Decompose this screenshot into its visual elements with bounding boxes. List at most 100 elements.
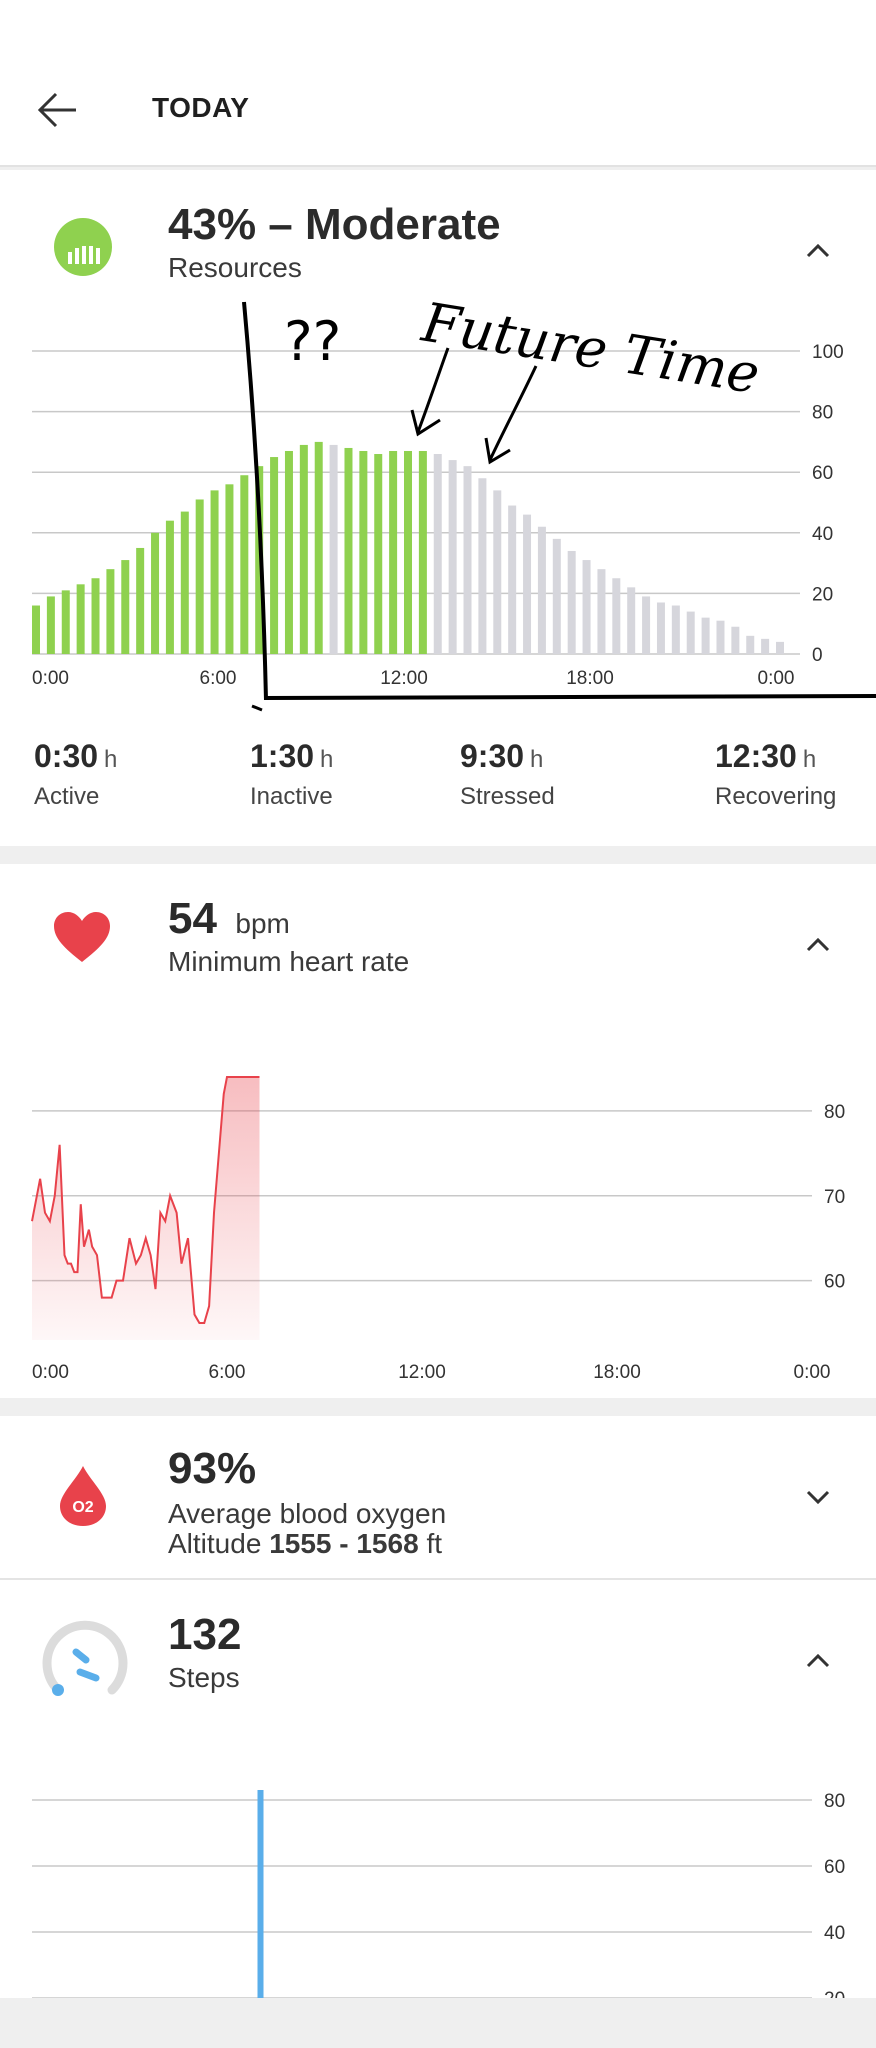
stat-inactive-label: Inactive bbox=[250, 783, 333, 810]
resource-bar bbox=[656, 602, 665, 654]
y-tick-label: 40 bbox=[812, 524, 833, 545]
altitude-row: Altitude 1555 - 1568 ft bbox=[168, 1528, 442, 1560]
resource-bar bbox=[761, 638, 770, 654]
y-tick-label: 70 bbox=[824, 1187, 845, 1208]
resource-bar bbox=[597, 569, 606, 654]
x-tick-label: 12:00 bbox=[398, 1362, 446, 1383]
steps-gauge-icon bbox=[40, 1614, 130, 1709]
resource-bar bbox=[493, 490, 502, 654]
y-tick-label: 60 bbox=[812, 463, 833, 484]
stat-inactive: 1:30 h Inactive bbox=[250, 738, 333, 811]
stat-recovering: 12:30 h Recovering bbox=[715, 738, 836, 811]
resource-bar bbox=[627, 587, 636, 654]
altitude-unit: ft bbox=[426, 1528, 442, 1559]
stat-stressed-unit: h bbox=[530, 746, 544, 773]
heart-rate-value-row: 54 bpm bbox=[168, 894, 290, 944]
resource-bar bbox=[582, 560, 591, 654]
annotation-future-time: Future Time bbox=[417, 290, 764, 406]
stat-active-value: 0:30 bbox=[34, 738, 99, 774]
y-tick-label: 40 bbox=[824, 1923, 845, 1944]
heart-rate-chart: 80 70 60 0:00 6:00 12:00 18:00 0:00 bbox=[31, 1075, 845, 1383]
heart-rate-unit: bpm bbox=[235, 908, 290, 939]
stat-active-unit: h bbox=[104, 746, 118, 773]
resource-bar bbox=[701, 617, 710, 654]
stat-inactive-value: 1:30 bbox=[250, 738, 315, 774]
steps-label: Steps bbox=[168, 1662, 240, 1693]
stat-stressed-value: 9:30 bbox=[460, 738, 525, 774]
resources-value: 43% – Moderate bbox=[168, 200, 501, 249]
resource-bar bbox=[404, 450, 412, 654]
resource-bar bbox=[418, 450, 427, 654]
x-tick-label: 0:00 bbox=[32, 1362, 69, 1383]
stat-recovering-label: Recovering bbox=[715, 783, 837, 810]
collapse-chevron-up-icon[interactable] bbox=[798, 924, 838, 964]
resource-bar bbox=[76, 584, 85, 654]
page-title: TODAY bbox=[152, 92, 250, 123]
heart-icon bbox=[54, 912, 110, 969]
heart-rate-card: 54 bpm Minimum heart rate 80 70 60 0:00 6:00… bbox=[0, 864, 876, 1398]
resource-bar bbox=[567, 550, 576, 654]
heart-rate-value: 54 bbox=[168, 894, 217, 943]
stat-inactive-unit: h bbox=[320, 746, 334, 773]
resource-bar bbox=[180, 511, 189, 654]
blood-oxygen-card: O2 93% Average blood oxygen Altitude 155… bbox=[0, 1416, 876, 1580]
handwritten-annotation: ?? Future Time bbox=[242, 290, 876, 712]
resource-bar bbox=[61, 590, 70, 654]
resource-bar bbox=[433, 454, 442, 654]
resource-bar bbox=[46, 596, 55, 654]
resource-bar bbox=[508, 505, 517, 654]
resource-bar bbox=[195, 499, 204, 654]
steps-card: 132 Steps 80 60 40 20 bbox=[0, 1580, 876, 1998]
x-tick-label: 6:00 bbox=[200, 668, 237, 689]
expand-chevron-down-icon[interactable] bbox=[798, 1476, 838, 1516]
resource-bar bbox=[612, 578, 621, 654]
y-tick-label: 80 bbox=[812, 403, 833, 424]
x-tick-label: 18:00 bbox=[593, 1362, 641, 1383]
resource-bar bbox=[225, 484, 234, 654]
top-app-bar: TODAY bbox=[0, 0, 876, 167]
stat-stressed-label: Stressed bbox=[460, 783, 555, 810]
collapse-chevron-up-icon[interactable] bbox=[798, 1640, 838, 1680]
resource-bar bbox=[270, 457, 279, 654]
resource-bar bbox=[210, 490, 219, 654]
x-tick-label: 0:00 bbox=[758, 668, 795, 689]
resource-bar bbox=[136, 547, 145, 654]
resource-bar bbox=[731, 626, 740, 654]
x-tick-label: 18:00 bbox=[566, 668, 614, 689]
stat-recovering-value: 12:30 bbox=[715, 738, 797, 774]
resource-bar bbox=[255, 466, 264, 654]
steps-value: 132 bbox=[168, 1610, 242, 1659]
resource-bar bbox=[344, 447, 353, 654]
resource-bar bbox=[240, 475, 249, 654]
resource-bar bbox=[329, 444, 338, 654]
resources-chart: 100 80 60 40 20 0 0:00 6:00 12:00 18:00 0:00 bbox=[32, 342, 844, 689]
resource-bar bbox=[91, 578, 100, 654]
x-tick-label: 12:00 bbox=[380, 668, 428, 689]
heart-rate-label: Minimum heart rate bbox=[168, 946, 410, 977]
stat-stressed: 9:30 h Stressed bbox=[460, 738, 555, 811]
resource-bar bbox=[537, 526, 546, 654]
resource-bar bbox=[299, 444, 308, 654]
resource-bar bbox=[32, 605, 40, 654]
y-tick-label: 0 bbox=[812, 645, 823, 666]
oxygen-label: Average blood oxygen bbox=[168, 1498, 447, 1529]
resource-bar bbox=[165, 520, 174, 654]
annotation-question-marks: ?? bbox=[284, 310, 341, 373]
heart-rate-line bbox=[31, 1075, 260, 1325]
back-arrow-icon[interactable] bbox=[36, 88, 80, 132]
stat-recovering-unit: h bbox=[802, 746, 817, 773]
divider bbox=[0, 1578, 876, 1580]
resource-bar bbox=[463, 466, 472, 654]
resource-bar bbox=[523, 514, 532, 654]
resources-card: 43% – Moderate Resources 100 80 60 40 20 0 0:0… bbox=[0, 170, 876, 846]
resource-bar bbox=[151, 532, 160, 654]
resource-bar bbox=[686, 611, 695, 654]
resource-bar bbox=[121, 560, 130, 654]
x-tick-label: 0:00 bbox=[32, 668, 69, 689]
y-tick-label: 100 bbox=[812, 342, 844, 363]
y-tick-label: 20 bbox=[824, 1989, 845, 1998]
collapse-chevron-up-icon[interactable] bbox=[798, 230, 838, 270]
heart-rate-area bbox=[32, 1076, 260, 1340]
stat-active: 0:30 h Active bbox=[34, 738, 117, 811]
steps-bar bbox=[257, 1790, 264, 1998]
